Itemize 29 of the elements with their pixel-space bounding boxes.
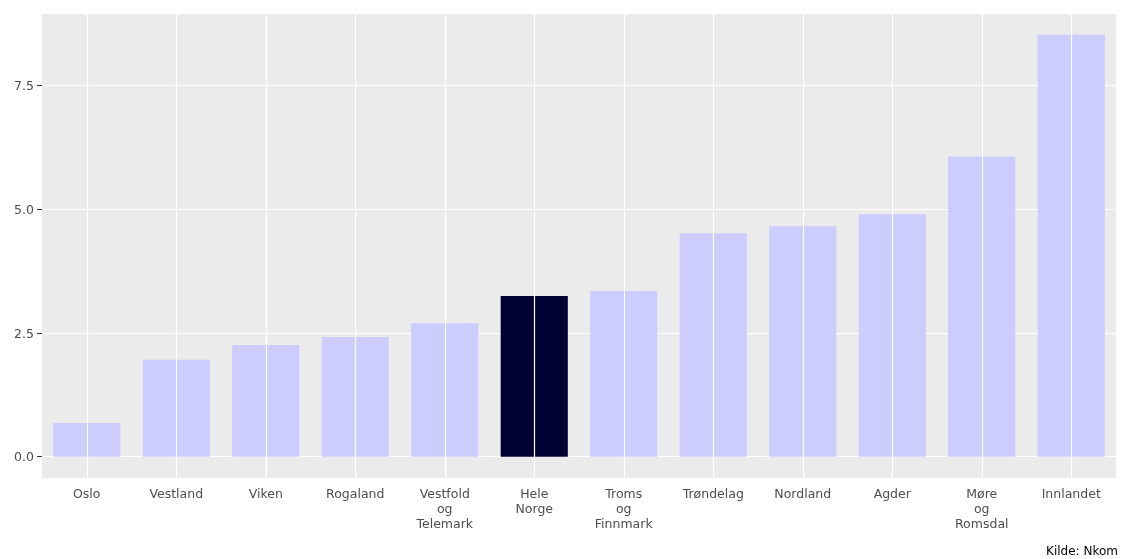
x-tick-label: Viken — [248, 486, 283, 501]
x-tick-label: Vestland — [149, 486, 204, 501]
y-tick-label: 7.5 — [14, 78, 34, 94]
bar — [53, 423, 121, 457]
bar — [232, 344, 300, 457]
bar — [679, 233, 747, 457]
x-tick-label: Agder — [873, 486, 912, 501]
x-tick-label: Troms og Finnmark — [594, 486, 654, 531]
text: Kilde: Nkom — [1046, 544, 1119, 558]
x-tick-label: Vestfold og Telemark — [415, 486, 474, 531]
bar — [142, 359, 210, 457]
x-tick-label: Oslo — [73, 486, 101, 501]
bar — [948, 156, 1016, 457]
x-tick-label: Trøndelag — [681, 486, 744, 501]
x-tick-label: Hele Norge — [515, 486, 554, 516]
bar — [411, 323, 479, 457]
x-tick-label: Rogaland — [326, 486, 385, 501]
y-tick-label: 2.5 — [14, 325, 34, 341]
x-tick-label: Innlandet — [1041, 486, 1101, 501]
bar — [858, 214, 926, 457]
bar — [321, 337, 389, 457]
y-tick-label: 5.0 — [14, 201, 35, 217]
bar — [1037, 34, 1105, 457]
bar — [500, 295, 568, 457]
x-tick-label: Møre og Romsdal — [954, 486, 1009, 531]
x-tick-label: Nordland — [774, 486, 832, 501]
bar — [590, 291, 658, 457]
y-tick-label: 0.0 — [14, 449, 35, 465]
bar — [769, 226, 837, 457]
